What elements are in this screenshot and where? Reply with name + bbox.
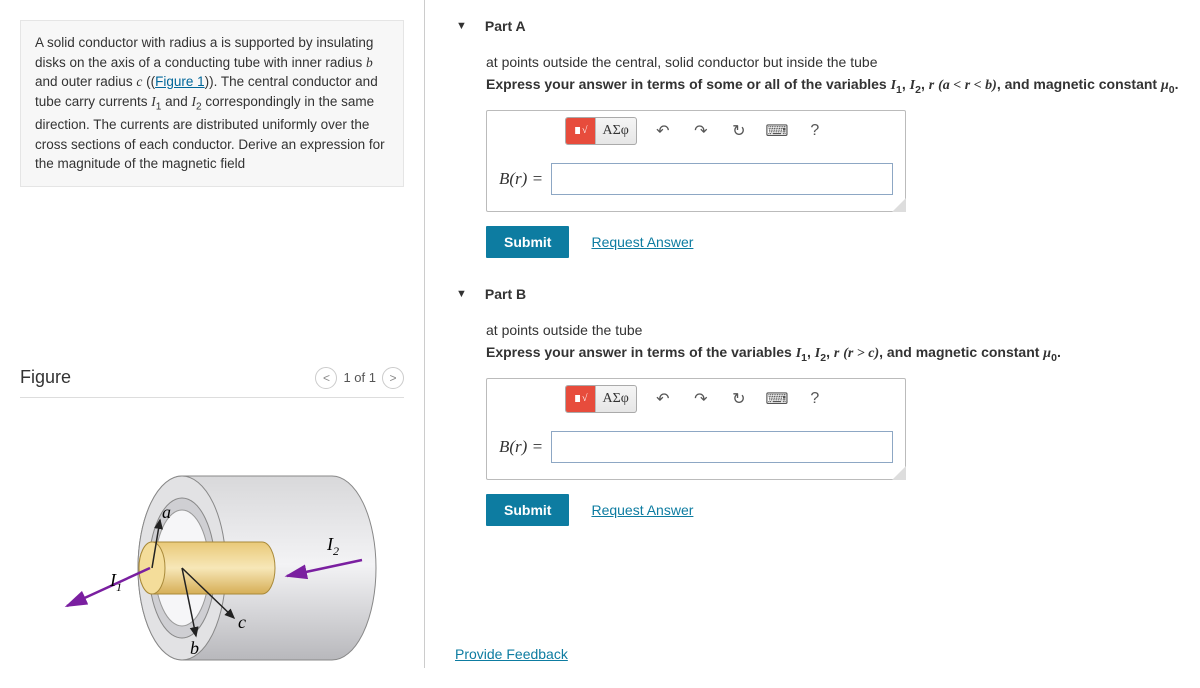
help-icon[interactable]: ? — [803, 119, 827, 143]
part-b-prompt1: at points outside the tube — [486, 322, 1190, 338]
svg-text:I1: I1 — [109, 570, 122, 594]
part-a-answer-box: ∎√ ΑΣφ ↶ ↷ ↻ ⌨ ? B(r) = — [486, 110, 906, 212]
redo-icon[interactable]: ↷ — [689, 387, 713, 411]
part-b-answer-input[interactable] — [551, 431, 893, 463]
keyboard-icon[interactable]: ⌨ — [765, 387, 789, 411]
undo-icon[interactable]: ↶ — [651, 119, 675, 143]
figure-next-button[interactable]: > — [382, 367, 404, 389]
part-b-answer-box: ∎√ ΑΣφ ↶ ↷ ↻ ⌨ ? B(r) = — [486, 378, 906, 480]
problem-statement: A solid conductor with radius a is suppo… — [20, 20, 404, 187]
part-a-title: Part A — [485, 18, 526, 34]
part-a-submit-button[interactable]: Submit — [486, 226, 569, 258]
part-a-request-answer-link[interactable]: Request Answer — [591, 234, 693, 250]
reset-icon[interactable]: ↻ — [727, 387, 751, 411]
figure-pager-label: 1 of 1 — [343, 370, 376, 385]
svg-text:c: c — [238, 612, 246, 632]
svg-text:a: a — [162, 502, 171, 522]
part-b-prompt2: Express your answer in terms of the vari… — [486, 344, 1190, 364]
symbols-button[interactable]: ΑΣφ — [595, 118, 636, 144]
part-b-request-answer-link[interactable]: Request Answer — [591, 502, 693, 518]
part-a-header[interactable]: ▼ Part A — [456, 10, 1190, 44]
part-a-lhs: B(r) = — [499, 169, 543, 189]
symbols-button[interactable]: ΑΣφ — [595, 386, 636, 412]
svg-text:b: b — [190, 638, 199, 658]
figure-link[interactable]: Figure 1 — [155, 74, 205, 89]
provide-feedback-link[interactable]: Provide Feedback — [455, 646, 568, 662]
part-b-submit-button[interactable]: Submit — [486, 494, 569, 526]
figure-title: Figure — [20, 367, 71, 388]
figure-image: I1 I2 a b c — [20, 438, 404, 688]
figure-pager: < 1 of 1 > — [315, 367, 404, 389]
part-b-title: Part B — [485, 286, 526, 302]
reset-icon[interactable]: ↻ — [727, 119, 751, 143]
keyboard-icon[interactable]: ⌨ — [765, 119, 789, 143]
templates-button[interactable]: ∎√ — [566, 386, 594, 412]
part-a-prompt2: Express your answer in terms of some or … — [486, 76, 1190, 96]
problem-text: A solid conductor with radius a is suppo… — [35, 35, 373, 70]
figure-prev-button[interactable]: < — [315, 367, 337, 389]
part-b-header[interactable]: ▼ Part B — [456, 278, 1190, 312]
part-a-prompt1: at points outside the central, solid con… — [486, 54, 1190, 70]
part-b-lhs: B(r) = — [499, 437, 543, 457]
help-icon[interactable]: ? — [803, 387, 827, 411]
collapse-icon: ▼ — [456, 20, 467, 32]
redo-icon[interactable]: ↷ — [689, 119, 713, 143]
part-a-answer-input[interactable] — [551, 163, 893, 195]
collapse-icon: ▼ — [456, 288, 467, 300]
templates-button[interactable]: ∎√ — [566, 118, 594, 144]
undo-icon[interactable]: ↶ — [651, 387, 675, 411]
